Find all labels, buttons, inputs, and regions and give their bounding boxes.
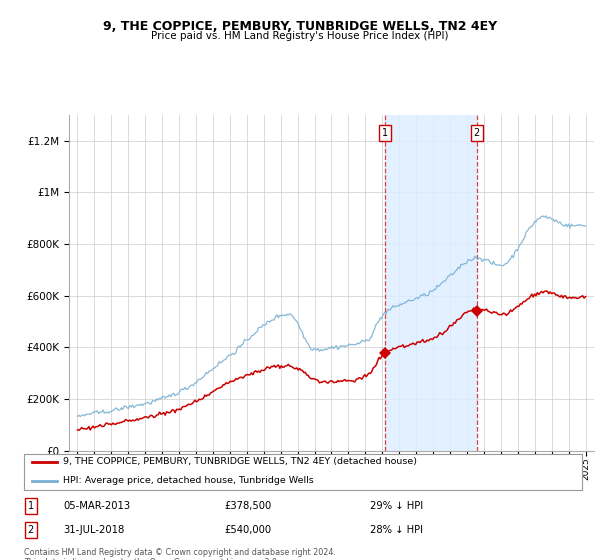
Text: HPI: Average price, detached house, Tunbridge Wells: HPI: Average price, detached house, Tunb… (63, 477, 314, 486)
Text: 1: 1 (382, 128, 388, 138)
Text: Price paid vs. HM Land Registry's House Price Index (HPI): Price paid vs. HM Land Registry's House … (151, 31, 449, 41)
Text: 29% ↓ HPI: 29% ↓ HPI (370, 501, 423, 511)
Text: 31-JUL-2018: 31-JUL-2018 (63, 525, 124, 535)
Bar (385, 115, 477, 451)
Text: £378,500: £378,500 (225, 501, 272, 511)
Text: 9, THE COPPICE, PEMBURY, TUNBRIDGE WELLS, TN2 4EY: 9, THE COPPICE, PEMBURY, TUNBRIDGE WELLS… (103, 20, 497, 32)
Text: £540,000: £540,000 (225, 525, 272, 535)
Text: 05-MAR-2013: 05-MAR-2013 (63, 501, 130, 511)
Text: 9, THE COPPICE, PEMBURY, TUNBRIDGE WELLS, TN2 4EY (detached house): 9, THE COPPICE, PEMBURY, TUNBRIDGE WELLS… (63, 457, 417, 466)
Text: 2: 2 (473, 128, 480, 138)
Text: 28% ↓ HPI: 28% ↓ HPI (370, 525, 423, 535)
Text: 2: 2 (28, 525, 34, 535)
Text: 1: 1 (28, 501, 34, 511)
Text: Contains HM Land Registry data © Crown copyright and database right 2024.
This d: Contains HM Land Registry data © Crown c… (24, 548, 336, 560)
